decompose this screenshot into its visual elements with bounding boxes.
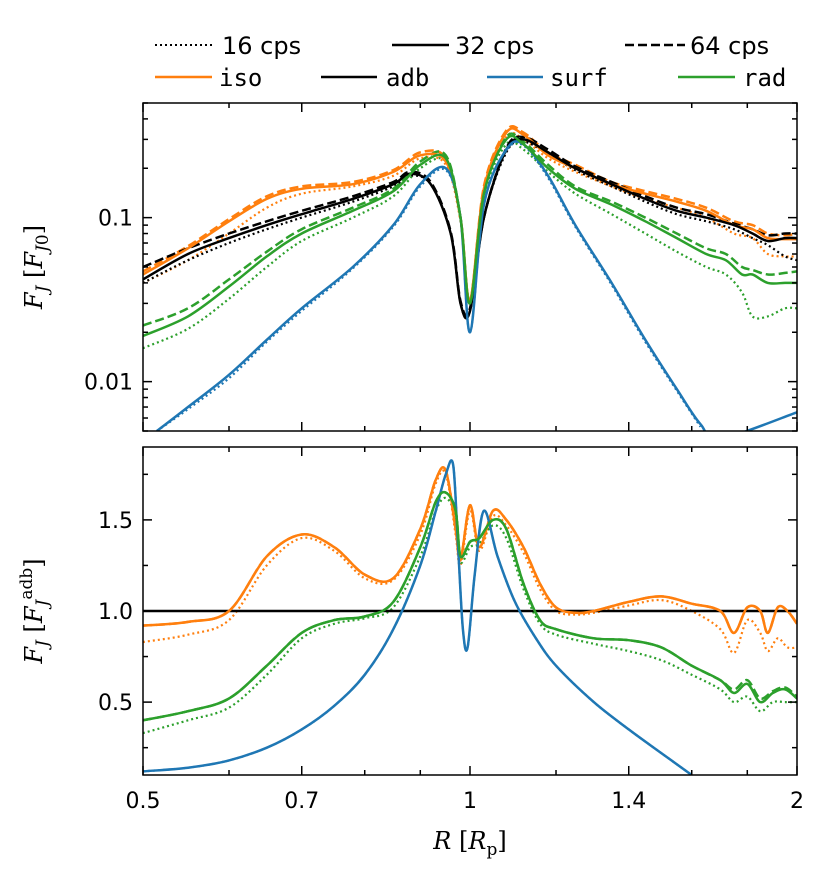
legend-label-surf: surf (550, 64, 608, 92)
y-tick-label: 0.5 (98, 691, 133, 716)
x-tick-label: 0.5 (126, 789, 161, 814)
series-bottom-surf-dotted (143, 459, 693, 775)
x-tick-label: 1.4 (611, 789, 646, 814)
series-bottom-rad-dotted (143, 496, 797, 735)
top-panel: 0.01 0.1 FJ [FJ0] (20, 102, 798, 432)
legend-item-surf: surf (487, 64, 608, 92)
legend-item-rad: rad (678, 64, 786, 92)
series-bottom-surf-solid (143, 459, 693, 775)
legend-item-iso: iso (155, 64, 262, 92)
legend-label-rad: rad (743, 64, 786, 92)
x-tick-label: 1 (463, 789, 477, 814)
legend-item-adb: adb (321, 64, 429, 92)
legend-item-32cps: 32 cps (392, 32, 534, 60)
y-tick-label: 0.1 (98, 207, 133, 232)
series-top-surf-solid (156, 140, 797, 431)
top-series (143, 124, 797, 431)
series-top-adb-dotted (143, 140, 797, 320)
legend-label-adb: adb (386, 64, 429, 92)
y-tick-label: 1.0 (98, 600, 133, 625)
top-ylabel: FJ [FJ0] (20, 225, 53, 310)
top-ticks: 0.01 0.1 (84, 102, 798, 432)
legend-item-64cps: 64 cps (625, 32, 769, 60)
bottom-ylabel: FJ [FJadb] (17, 558, 53, 664)
legend: 16 cps 32 cps 64 cps iso adb surf rad (155, 32, 786, 92)
series-top-rad-solid (143, 134, 797, 338)
legend-label-32cps: 32 cps (455, 32, 534, 60)
legend-label-64cps: 64 cps (690, 32, 769, 60)
y-tick-label: 0.01 (84, 371, 133, 396)
legend-label-16cps: 16 cps (222, 32, 301, 60)
bottom-xlabel: R [Rp] (432, 827, 506, 860)
bottom-ticks: 0.5 0.7 1 1.4 2 0.5 1.0 1.5 (98, 447, 804, 814)
y-tick-label: 1.5 (98, 509, 133, 534)
x-tick-label: 2 (790, 789, 804, 814)
series-bottom-iso-solid (143, 466, 797, 635)
top-axes-frame (142, 102, 798, 432)
series-bottom-iso-dashed (143, 466, 797, 635)
series-top-rad-dashed (143, 132, 797, 327)
bottom-panel: 0.5 0.7 1 1.4 2 0.5 1.0 1.5 FJ [FJadb] R [Rp] (17, 446, 804, 860)
bottom-series (143, 459, 797, 775)
x-tick-label: 0.7 (284, 789, 319, 814)
legend-label-iso: iso (219, 64, 262, 92)
series-bottom-rad-solid (143, 490, 797, 722)
series-top-adb-solid (143, 137, 797, 320)
legend-item-16cps: 16 cps (155, 32, 301, 60)
